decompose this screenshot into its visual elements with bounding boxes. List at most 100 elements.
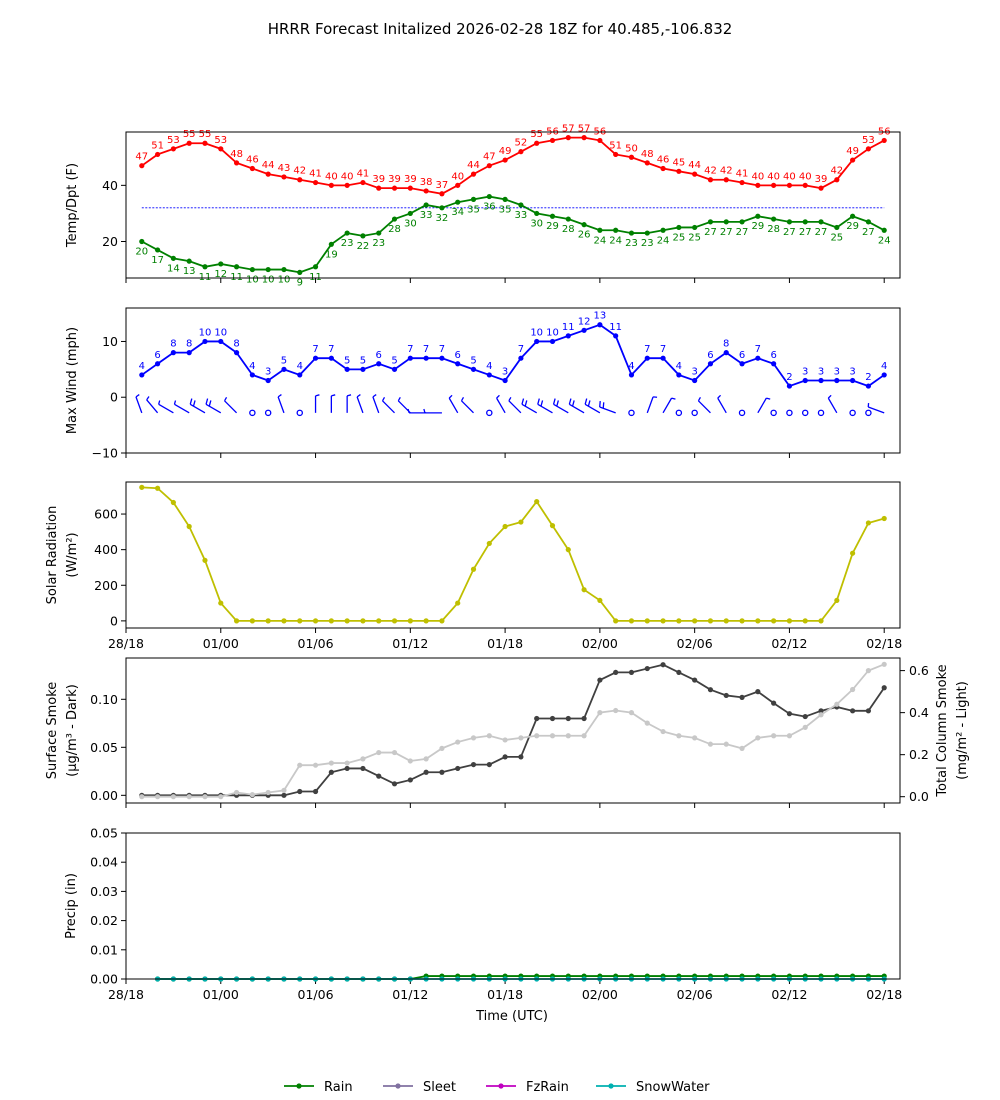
wind-barb bbox=[135, 396, 143, 414]
temperature-value-label: 50 bbox=[625, 143, 638, 154]
total-column-smoke-line bbox=[141, 663, 885, 798]
dewpoint-value-label: 25 bbox=[688, 232, 701, 243]
temperature-point bbox=[218, 146, 224, 152]
temperature-value-label: 42 bbox=[720, 166, 733, 177]
y-right-axis-label: Total Column Smoke bbox=[935, 664, 950, 797]
max-wind-point bbox=[344, 366, 350, 372]
surface-smoke-point bbox=[328, 769, 334, 775]
solar-radiation-point bbox=[565, 547, 571, 553]
wind-barb bbox=[496, 397, 506, 414]
max-wind-point bbox=[565, 333, 571, 339]
max-wind-point bbox=[549, 338, 556, 345]
x-tick-label: 28/18 bbox=[108, 636, 144, 651]
dewpoint-value-label: 11 bbox=[230, 272, 243, 283]
max-wind-value-label: 4 bbox=[676, 361, 682, 372]
max-wind-value-label: 5 bbox=[470, 355, 476, 366]
surface-smoke-point bbox=[407, 777, 413, 783]
max-wind-point bbox=[613, 333, 619, 339]
temperature-point bbox=[692, 171, 698, 177]
max-wind-value-label: 7 bbox=[312, 344, 318, 355]
dewpoint-point bbox=[771, 216, 777, 222]
solar-radiation-point bbox=[502, 523, 508, 530]
surface-smoke-point bbox=[423, 769, 429, 775]
wind-barb-flag bbox=[584, 398, 588, 405]
y-axis-label-units: (W/m²) bbox=[65, 532, 80, 577]
temperature-value-label: 40 bbox=[341, 171, 354, 182]
y-tick-label: 20 bbox=[102, 234, 118, 249]
wind-barb-flag bbox=[571, 400, 575, 407]
dewpoint-value-label: 27 bbox=[783, 227, 796, 238]
surface-smoke-point bbox=[297, 788, 303, 795]
wind-barb-calm bbox=[249, 409, 256, 417]
temperature-value-label: 49 bbox=[499, 146, 512, 157]
max-wind-value-label: 3 bbox=[802, 367, 808, 378]
dewpoint-point bbox=[881, 227, 887, 233]
legend-marker-snowwater bbox=[608, 1083, 614, 1089]
temperature-value-label: 57 bbox=[562, 124, 575, 135]
wind-barb bbox=[205, 403, 222, 414]
dewpoint-value-label: 24 bbox=[878, 235, 891, 246]
y-tick-label: 400 bbox=[94, 542, 118, 557]
temperature-point bbox=[297, 177, 303, 183]
temperature-point bbox=[376, 185, 382, 191]
wind-barb-flag bbox=[381, 397, 386, 402]
dewpoint-point bbox=[344, 230, 350, 236]
max-wind-point bbox=[644, 355, 650, 361]
dewpoint-point bbox=[502, 196, 508, 202]
total-column-smoke-point bbox=[139, 794, 145, 800]
dewpoint-value-label: 28 bbox=[562, 224, 575, 235]
legend: Rain Sleet FzRain SnowWater bbox=[284, 1080, 710, 1095]
total-column-smoke-point bbox=[597, 710, 603, 716]
dewpoint-value-label: 22 bbox=[357, 241, 370, 252]
total-column-smoke-point bbox=[834, 701, 840, 707]
x-tick-label: 02/06 bbox=[677, 987, 713, 1002]
temperature-value-label: 40 bbox=[783, 171, 796, 182]
temperature-value-label: 41 bbox=[736, 169, 749, 180]
temperature-value-label: 53 bbox=[214, 135, 227, 146]
dewpoint-value-label: 25 bbox=[672, 232, 685, 243]
x-tick-label: 01/00 bbox=[203, 636, 239, 651]
wind-barb-flag bbox=[556, 400, 559, 407]
dewpoint-value-label: 11 bbox=[199, 272, 212, 283]
max-wind-value-label: 7 bbox=[660, 344, 666, 355]
solar-radiation-point bbox=[850, 550, 856, 556]
total-column-smoke-point bbox=[391, 749, 398, 756]
dewpoint-value-label: 29 bbox=[751, 221, 764, 232]
dewpoint-value-label: 27 bbox=[704, 227, 717, 238]
total-column-smoke-point bbox=[755, 735, 761, 741]
temperature-point bbox=[723, 177, 729, 183]
temperature-point bbox=[739, 179, 745, 186]
solar-radiation-point bbox=[834, 597, 840, 604]
temperature-value-label: 38 bbox=[420, 177, 433, 188]
max-wind-point bbox=[486, 372, 492, 378]
max-wind-value-label: 10 bbox=[530, 327, 543, 338]
wind-barb bbox=[827, 397, 838, 414]
surface-smoke-point bbox=[881, 685, 887, 691]
solar-radiation-point bbox=[265, 618, 271, 624]
y-right-tick-label: 0.6 bbox=[909, 663, 929, 678]
surface-smoke-point bbox=[534, 715, 540, 722]
solar-radiation-point bbox=[739, 618, 745, 624]
solar-radiation-point bbox=[802, 618, 808, 624]
dewpoint-point bbox=[265, 266, 271, 273]
dewpoint-point bbox=[455, 199, 461, 205]
max-wind-point bbox=[771, 361, 777, 367]
wind-barb-flag bbox=[192, 400, 196, 407]
max-wind-point bbox=[834, 377, 840, 384]
dewpoint-point bbox=[423, 202, 429, 208]
solar-radiation-point bbox=[613, 618, 619, 624]
temperature-value-label: 51 bbox=[609, 140, 622, 151]
total-column-smoke-point bbox=[281, 787, 287, 793]
dewpoint-value-label: 24 bbox=[609, 235, 622, 246]
wind-barb bbox=[537, 403, 553, 414]
surface-smoke-point bbox=[739, 694, 745, 700]
temperature-value-label: 37 bbox=[436, 180, 449, 191]
surface-smoke-point bbox=[312, 788, 319, 795]
wind-barb-calm bbox=[296, 409, 304, 417]
y-tick-label: −10 bbox=[92, 446, 118, 461]
dewpoint-point bbox=[802, 219, 808, 225]
wind-barb-flag bbox=[766, 397, 771, 400]
surface-smoke-point bbox=[628, 669, 635, 676]
total-column-smoke-point bbox=[297, 762, 303, 768]
dewpoint-point bbox=[297, 269, 303, 275]
